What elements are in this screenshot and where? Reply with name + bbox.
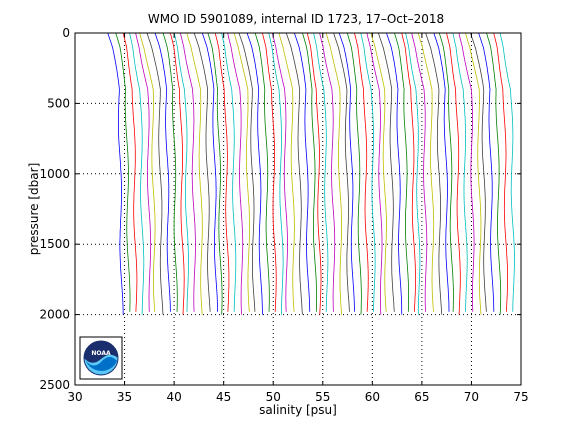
logo-text: NOAA <box>91 350 111 357</box>
salinity-profile-line <box>129 32 145 315</box>
noaa-logo: NOAA <box>79 336 123 380</box>
y-tick-label: 500 <box>47 96 70 110</box>
salinity-profile-line <box>486 32 502 315</box>
salinity-profile-line <box>433 32 450 312</box>
logo-navy-arc <box>84 341 118 363</box>
chart-title: WMO ID 5901089, internal ID 1723, 17–Oct… <box>148 12 444 26</box>
ticks <box>74 32 522 386</box>
salinity-profile-line <box>458 32 475 312</box>
salinity-profile-line <box>370 32 387 312</box>
salinity-profile-line <box>154 32 171 312</box>
salinity-profile-line <box>446 32 461 315</box>
salinity-profile-line <box>411 32 428 312</box>
x-tick-label: 75 <box>513 390 528 404</box>
x-tick-label: 35 <box>117 390 132 404</box>
salinity-profile-line <box>386 32 403 315</box>
salinity-profile-line <box>366 32 383 315</box>
salinity-profile-line <box>493 32 508 312</box>
salinity-profile-line <box>238 32 256 312</box>
salinity-profile-line <box>425 32 443 315</box>
y-tick-label: 1000 <box>39 167 70 181</box>
salinity-profile-line <box>325 32 342 315</box>
salinity-profile-line <box>354 32 369 312</box>
x-tick-label: 60 <box>365 390 380 404</box>
salinity-profile-line <box>394 32 409 312</box>
salinity-profile-line <box>360 32 376 312</box>
salinity-profile-line <box>201 32 218 312</box>
salinity-profile-line <box>278 32 295 312</box>
y-tick-label: 2500 <box>39 378 70 392</box>
salinity-profile-line <box>452 32 468 312</box>
salinity-profile-line <box>254 32 270 312</box>
salinity-profile-line <box>438 32 454 312</box>
logo-ring <box>83 340 119 376</box>
x-tick-label: 45 <box>216 390 231 404</box>
salinity-profile-line <box>107 32 124 315</box>
salinity-profile-line <box>294 32 311 312</box>
profiles <box>107 32 515 315</box>
salinity-profile-line <box>246 32 263 315</box>
salinity-profile-line <box>169 32 185 315</box>
x-tick-label: 65 <box>414 390 429 404</box>
salinity-profile-line <box>115 32 131 312</box>
salinity-profile-line <box>122 32 138 312</box>
y-tick-label: 2000 <box>39 308 70 322</box>
salinity-profile-line <box>470 32 487 312</box>
salinity-profile-line <box>233 32 250 312</box>
salinity-profile-line <box>262 32 277 312</box>
salinity-profile-line <box>268 32 284 315</box>
x-tick-label: 30 <box>67 390 82 404</box>
salinity-profile-line <box>401 32 416 312</box>
salinity-profile-line <box>302 32 317 312</box>
salinity-profile-line <box>285 32 303 315</box>
salinity-profile-line <box>465 32 482 315</box>
salinity-profile-line <box>227 32 244 315</box>
salinity-profile-line <box>313 32 329 312</box>
salinity-profile-line <box>405 32 421 315</box>
x-tick-label: 40 <box>166 390 181 404</box>
plot-frame <box>74 32 522 386</box>
x-axis-label: salinity [psu] <box>259 403 337 417</box>
y-tick-labels: 0 500 1000 1500 2000 2500 <box>39 26 70 392</box>
salinity-profile-line <box>186 32 203 315</box>
salinity-profile-line <box>135 32 152 312</box>
salinity-profile-line <box>272 32 288 312</box>
salinity-profile-line <box>139 32 156 312</box>
x-tick-label: 70 <box>464 390 479 404</box>
salinity-profile-line <box>173 32 189 312</box>
salinity-profile-line <box>146 32 164 315</box>
salinity-profile-line <box>499 32 515 312</box>
y-axis-label: pressure [dbar] <box>27 163 41 256</box>
salinity-profile-line <box>378 32 395 312</box>
salinity-profile-line <box>162 32 178 312</box>
salinity-profile-line <box>319 32 336 312</box>
x-tick-label: 50 <box>266 390 281 404</box>
x-tick-labels: 30 35 40 45 50 55 60 65 70 75 <box>67 390 528 404</box>
logo-blue-wave <box>86 357 117 372</box>
y-tick-label: 1500 <box>39 237 70 251</box>
salinity-profile-line <box>180 32 196 312</box>
salinity-profile-line <box>193 32 211 312</box>
salinity-profile-line <box>417 32 435 312</box>
salinity-profile-line <box>207 32 223 315</box>
x-tick-label: 55 <box>315 390 330 404</box>
salinity-profile-line <box>306 32 322 315</box>
salinity-profile-line <box>221 32 237 312</box>
y-tick-label: 0 <box>62 26 70 40</box>
salinity-profile-line <box>338 32 355 312</box>
salinity-profile-line <box>214 32 230 312</box>
salinity-profile-line <box>333 32 350 312</box>
salinity-profile-line <box>346 32 362 315</box>
salinity-profile-line <box>478 32 495 312</box>
